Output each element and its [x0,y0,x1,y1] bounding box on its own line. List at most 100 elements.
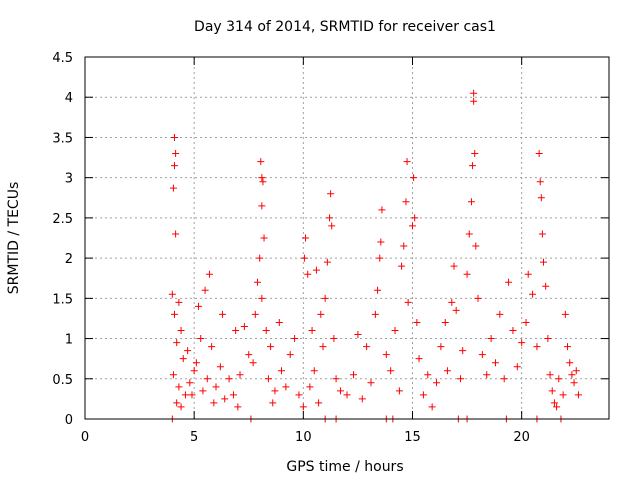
data-point [219,310,227,318]
data-point [195,302,203,310]
data-point [177,327,185,335]
data-point [291,335,299,343]
data-point [327,190,335,198]
data-point [240,322,248,330]
data-point [546,371,554,379]
data-point [175,298,183,306]
data-point [437,343,445,351]
data-point [315,399,323,407]
data-point [319,343,327,351]
data-point [330,335,338,343]
data-point [478,351,486,359]
data-point [269,399,277,407]
data-point [513,363,521,371]
data-point [278,367,285,375]
data-point [568,371,576,379]
data-point [332,375,340,383]
data-point [409,222,416,230]
data-point [302,234,310,242]
data-point [500,375,508,383]
data-point [184,347,192,355]
data-point [267,343,275,351]
data-point [537,194,545,202]
y-tick-label: 1 [65,333,73,348]
data-point [186,379,194,387]
data-point [535,150,543,158]
data-point [382,351,390,359]
x-tick-label: 15 [404,430,421,445]
data-point [509,327,517,335]
data-point [188,391,196,399]
data-point [419,391,427,399]
data-point [459,347,467,355]
data-point [256,254,264,262]
data-point [205,270,213,278]
data-point [336,387,344,395]
data-point [424,371,432,379]
data-point [496,310,504,318]
data-point [203,375,211,383]
chart-title: Day 314 of 2014, SRMTID for receiver cas… [194,19,496,35]
data-point [251,310,259,318]
data-point [371,310,379,318]
data-point [471,150,479,158]
data-point [374,286,382,294]
data-point [171,133,179,141]
data-point [245,351,253,359]
data-point [376,254,384,262]
y-tick-label: 2 [65,252,73,267]
data-point [234,403,242,411]
data-point [448,298,456,306]
y-tick-label: 4.5 [52,51,73,66]
data-point [258,202,266,210]
data-point [201,286,209,294]
data-point [555,375,563,383]
data-point [171,310,179,318]
data-point [524,270,532,278]
data-point [443,367,451,375]
data-point [472,242,480,250]
data-point [323,258,331,266]
data-point [262,327,270,335]
data-point [413,318,421,326]
data-point [169,184,177,192]
data-point [190,367,198,375]
data-point [282,383,290,391]
x-tick-label: 5 [190,430,198,445]
y-tick-label: 3 [65,172,73,187]
x-tick-label: 0 [81,430,89,445]
y-tick-label: 0 [65,413,73,428]
data-point [286,351,294,359]
y-tick-label: 3.5 [52,131,73,146]
data-point [561,310,569,318]
y-tick-label: 1.5 [52,292,73,307]
data-point [260,234,268,242]
axis-ticks: 0 0.5 1 1.5 2 2.5 3 3.5 4 4.5 0 5 10 15 20 [52,51,609,445]
data-point [249,359,257,367]
data-point [306,383,314,391]
grid [85,57,609,419]
data-points [168,89,582,423]
data-point [518,339,526,347]
data-point [173,399,181,407]
data-point [564,343,572,351]
data-point [457,375,465,383]
data-point [208,343,216,351]
data-point [387,367,395,375]
data-point [253,278,261,286]
data-point [574,391,582,399]
data-point [572,367,580,375]
data-point [378,206,386,214]
data-point [299,403,307,411]
data-point [402,198,410,206]
data-point [467,198,475,206]
data-point [474,294,482,302]
data-point [177,403,185,411]
data-point [415,355,423,363]
data-point [171,162,179,170]
x-tick-label: 20 [513,430,530,445]
data-point [172,230,180,238]
data-point [398,262,406,270]
data-point [428,403,436,411]
